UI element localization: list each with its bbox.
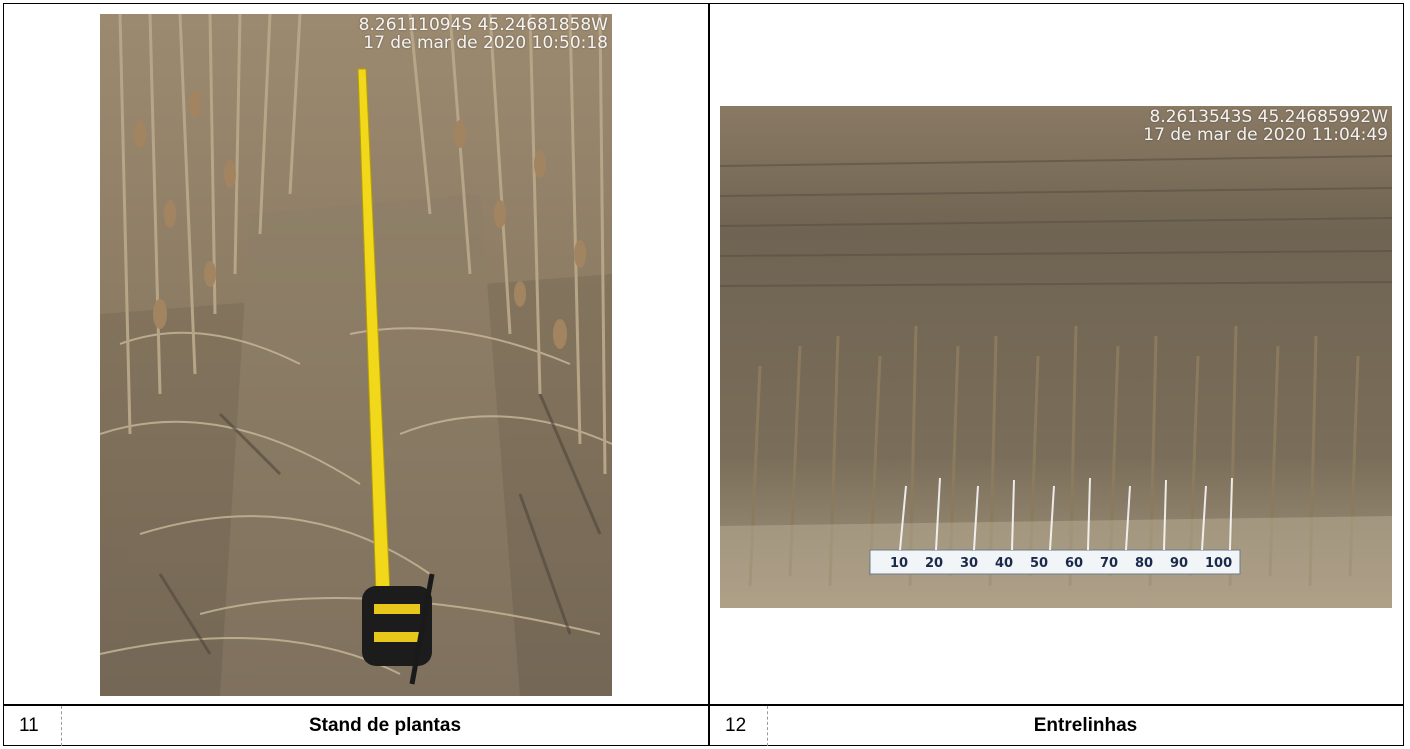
row-divider [4, 704, 1403, 706]
ruler-mark-label: 90 [1170, 556, 1188, 571]
gps-coordinates: 8.26111094S 45.24681858W [358, 15, 608, 35]
photo-stand-de-plantas: 8.26111094S 45.24681858W 17 de mar de 20… [100, 14, 612, 696]
ruler-mark-label: 50 [1030, 556, 1048, 571]
figure-number: 12 [710, 706, 768, 746]
figure-table: 8.26111094S 45.24681858W 17 de mar de 20… [3, 3, 1404, 746]
ruler-mark-label: 100 [1205, 556, 1232, 571]
ruler-mark-label: 30 [960, 556, 978, 571]
ruler-mark-label: 60 [1065, 556, 1083, 571]
photo-timestamp: 8.2613543S 45.24685992W 17 de mar de 202… [1143, 108, 1388, 144]
figure-caption: Stand de plantas [308, 715, 462, 736]
ruler-mark-label: 70 [1100, 556, 1118, 571]
ruler-mark-label: 20 [925, 556, 943, 571]
ruler-mark-label: 10 [890, 556, 908, 571]
capture-date: 17 de mar de 2020 10:50:18 [363, 33, 608, 53]
capture-date: 17 de mar de 2020 11:04:49 [1143, 125, 1388, 145]
figure-number: 11 [4, 706, 62, 746]
ruler-mark-label: 40 [995, 556, 1013, 571]
figure-12-cell: 10 20 30 40 50 60 70 80 90 100 8.2613543S 45.2468… [710, 4, 1403, 704]
photo-entrelinhas: 10 20 30 40 50 60 70 80 90 100 8.2613543S 45.2468… [720, 106, 1392, 608]
figure-caption: Entrelinhas [1033, 715, 1138, 736]
gps-coordinates: 8.2613543S 45.24685992W [1149, 107, 1389, 127]
caption-row-12: 12 Entrelinhas [710, 706, 1403, 746]
figure-11-cell: 8.26111094S 45.24681858W 17 de mar de 20… [4, 4, 708, 704]
column-divider [708, 4, 710, 745]
caption-row-11: 11 Stand de plantas [4, 706, 708, 746]
photo-timestamp: 8.26111094S 45.24681858W 17 de mar de 20… [359, 16, 608, 52]
ruler-mark-label: 80 [1135, 556, 1153, 571]
